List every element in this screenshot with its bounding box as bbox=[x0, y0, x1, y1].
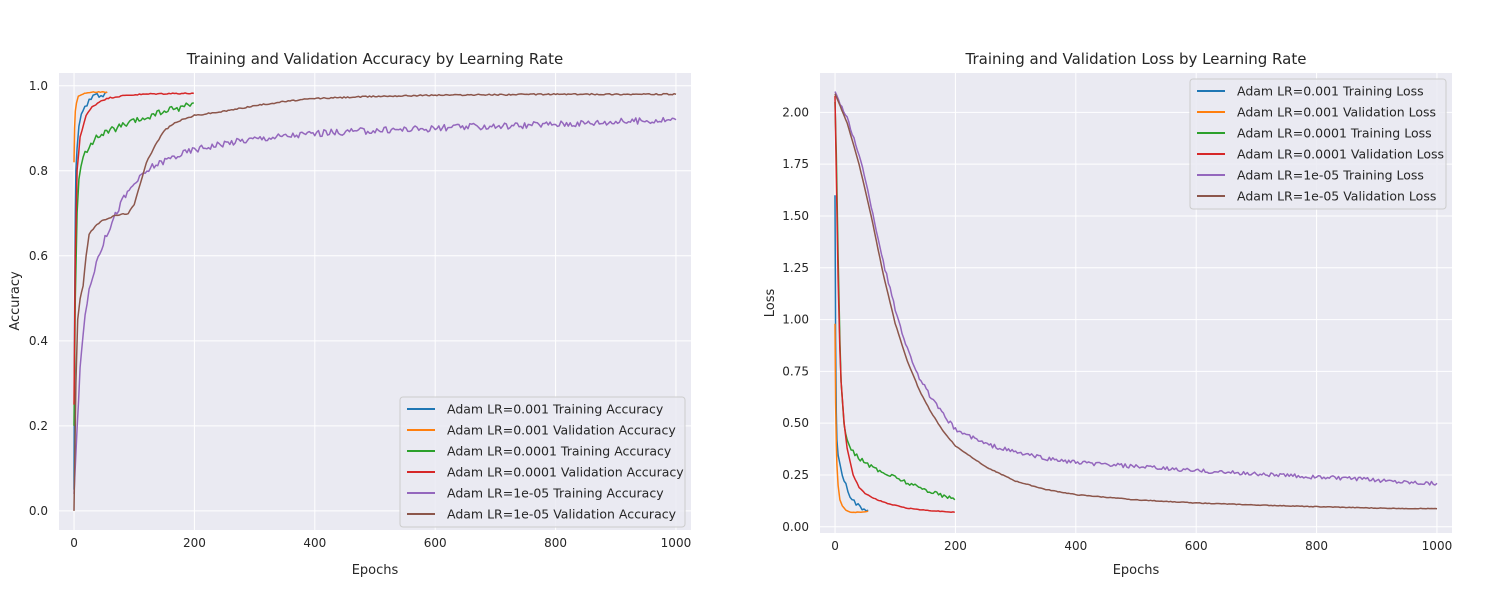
tick-labels: 0 200 400 600 800 1000 0.0 0.2 0.4 0.6 0.8 1.0 bbox=[29, 79, 691, 550]
legend-label: Adam LR=0.0001 Validation Accuracy bbox=[447, 465, 684, 480]
series-line bbox=[834, 195, 869, 512]
x-tick-label: 200 bbox=[183, 536, 206, 550]
y-tick-label: 0.75 bbox=[782, 364, 809, 378]
legend-label: Adam LR=0.001 Training Loss bbox=[1237, 84, 1424, 99]
legend: Adam LR=0.001 Training Accuracy Adam LR=0… bbox=[399, 396, 686, 528]
series-line bbox=[73, 116, 677, 494]
chart-title: Training and Validation Accuracy by Lear… bbox=[186, 50, 563, 68]
series-line bbox=[834, 93, 1438, 510]
grid bbox=[820, 73, 1452, 533]
y-tick-label: 0.6 bbox=[29, 249, 48, 263]
loss-chart: 0 200 400 600 800 1000 0.00 0.25 0.50 0.75 1.00 1.2… bbox=[763, 50, 1452, 578]
legend-label: Adam LR=1e-05 Training Accuracy bbox=[447, 486, 664, 501]
series-lines bbox=[834, 91, 1438, 514]
y-tick-label: 0.4 bbox=[29, 334, 48, 348]
series-line bbox=[834, 91, 1438, 486]
legend-label: Adam LR=1e-05 Training Loss bbox=[1237, 168, 1424, 183]
x-tick-label: 0 bbox=[831, 539, 839, 553]
legend: Adam LR=0.001 Training Loss Adam LR=0.001… bbox=[1189, 78, 1447, 210]
y-tick-label: 1.0 bbox=[29, 79, 48, 93]
series-line bbox=[73, 90, 108, 163]
x-tick-label: 1000 bbox=[1422, 539, 1453, 553]
grid bbox=[59, 73, 691, 530]
x-tick-label: 0 bbox=[70, 536, 78, 550]
tick-labels: 0 200 400 600 800 1000 0.00 0.25 0.50 0.75 1.00 1.2… bbox=[782, 105, 1452, 553]
series-line bbox=[834, 95, 955, 514]
y-tick-label: 0.00 bbox=[782, 520, 809, 534]
series-line bbox=[73, 92, 677, 511]
legend-label: Adam LR=0.0001 Training Loss bbox=[1237, 126, 1432, 141]
x-tick-label: 200 bbox=[944, 539, 967, 553]
accuracy-chart: 0 200 400 600 800 1000 0.0 0.2 0.4 0.6 0.8 1.0 Trai… bbox=[8, 50, 691, 578]
y-axis-label: Loss bbox=[763, 289, 778, 318]
series-line bbox=[73, 91, 108, 490]
series-line bbox=[73, 92, 194, 405]
x-tick-label: 400 bbox=[1064, 539, 1087, 553]
y-axis-label: Accuracy bbox=[8, 271, 23, 331]
y-tick-label: 0.50 bbox=[782, 416, 809, 430]
y-tick-label: 1.50 bbox=[782, 209, 809, 223]
y-tick-label: 0.25 bbox=[782, 468, 809, 482]
series-line bbox=[834, 101, 956, 501]
legend-label: Adam LR=0.001 Validation Accuracy bbox=[447, 423, 676, 438]
series-line bbox=[73, 102, 195, 426]
legend-box bbox=[1189, 78, 1447, 210]
x-tick-label: 1000 bbox=[661, 536, 692, 550]
y-tick-label: 0.2 bbox=[29, 419, 48, 433]
y-tick-label: 0.8 bbox=[29, 164, 48, 178]
x-tick-label: 800 bbox=[1305, 539, 1328, 553]
x-axis-label: Epochs bbox=[1113, 563, 1160, 578]
legend-label: Adam LR=0.0001 Training Accuracy bbox=[447, 444, 672, 459]
legend-label: Adam LR=0.001 Validation Loss bbox=[1237, 105, 1436, 120]
x-tick-label: 400 bbox=[303, 536, 326, 550]
legend-label: Adam LR=0.0001 Validation Loss bbox=[1237, 147, 1444, 162]
series-line bbox=[834, 323, 869, 514]
x-tick-label: 800 bbox=[544, 536, 567, 550]
x-tick-label: 600 bbox=[1185, 539, 1208, 553]
y-tick-label: 1.25 bbox=[782, 261, 809, 275]
y-tick-label: 1.75 bbox=[782, 157, 809, 171]
y-tick-label: 0.0 bbox=[29, 504, 48, 518]
chart-title: Training and Validation Loss by Learning… bbox=[965, 50, 1307, 68]
series-lines bbox=[73, 90, 677, 511]
x-tick-label: 600 bbox=[424, 536, 447, 550]
y-tick-label: 1.00 bbox=[782, 313, 809, 327]
legend-label: Adam LR=0.001 Training Accuracy bbox=[447, 402, 664, 417]
legend-label: Adam LR=1e-05 Validation Accuracy bbox=[447, 507, 677, 522]
legend-label: Adam LR=1e-05 Validation Loss bbox=[1237, 189, 1436, 204]
y-tick-label: 2.00 bbox=[782, 105, 809, 119]
legend-box bbox=[399, 396, 686, 528]
x-axis-label: Epochs bbox=[352, 563, 399, 578]
